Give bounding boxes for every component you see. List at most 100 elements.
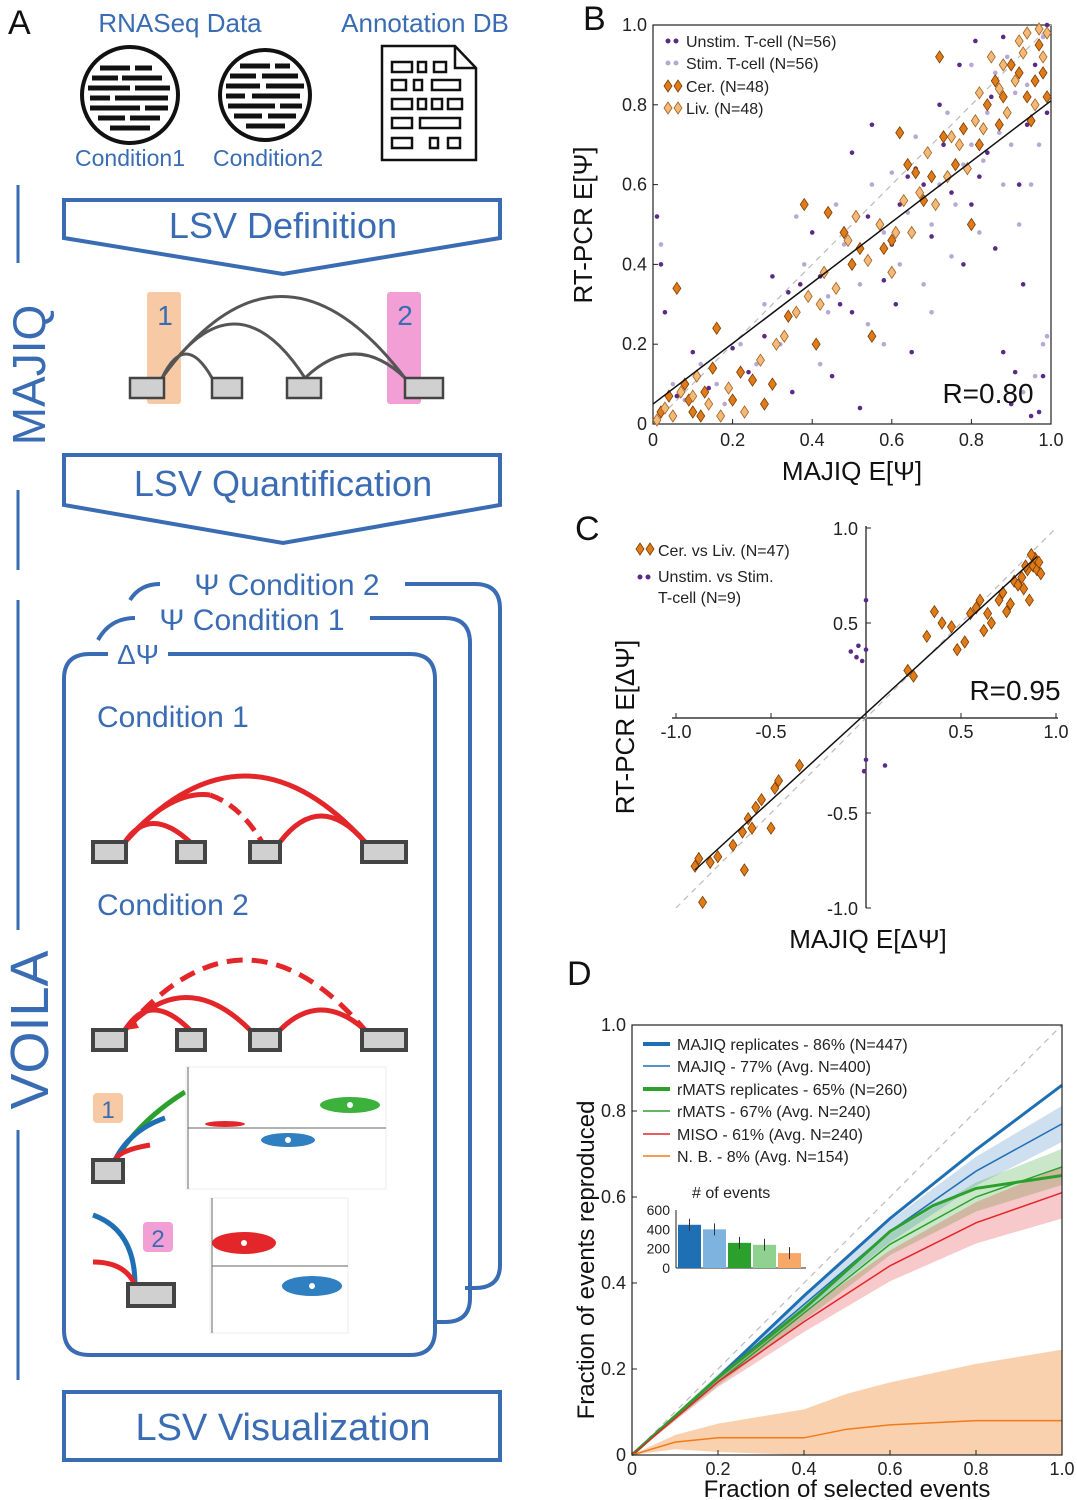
condition1-splice-graph <box>91 773 408 864</box>
scatter-point <box>728 393 738 407</box>
scatter-point <box>856 643 861 649</box>
scatter-point <box>1036 566 1046 581</box>
legend-rmats-replicates: rMATS replicates - 65% (N=260) <box>677 1082 907 1099</box>
scatter-point <box>863 757 869 763</box>
legend-stim: Stim. T-cell (N=56) <box>686 56 819 73</box>
legend-majiq: MAJIQ - 77% (Avg. N=400) <box>677 1059 871 1076</box>
panel-c-points <box>690 547 1046 910</box>
scatter-point <box>658 242 664 247</box>
scatter-point <box>1020 389 1026 395</box>
scatter-point <box>998 90 1008 104</box>
scatter-point <box>919 193 929 208</box>
scatter-point <box>881 278 887 283</box>
scatter-point <box>921 182 926 187</box>
legend-miso: MISO - 61% (Avg. N=240) <box>677 1127 863 1144</box>
majiq-label: MAJIQ <box>3 305 55 446</box>
scatter-point <box>1019 582 1029 596</box>
inset-bar <box>703 1229 726 1268</box>
x-tick-label: 1.0 <box>1043 722 1068 742</box>
card-psi-condition1-title: Ψ Condition 1 <box>159 604 344 637</box>
panel-d: D 0 0.2 0.4 0.6 0.8 1.0 0 0.2 0.4 0.6 0.8 1.0 Fract… <box>567 955 1075 1500</box>
rnaseq-title: RNASeq Data <box>98 8 262 38</box>
scatter-point <box>994 593 1004 607</box>
scatter-point <box>847 257 857 272</box>
scatter-point <box>881 341 887 347</box>
scatter-point <box>795 758 804 773</box>
scatter-point <box>895 126 905 140</box>
scatter-point <box>688 405 698 419</box>
condition1-caption: Condition1 <box>75 145 185 171</box>
scatter-point <box>970 114 980 128</box>
scatter-point <box>957 62 962 68</box>
scatter-point <box>762 302 767 307</box>
y-tick-label: 0.8 <box>601 1101 626 1121</box>
scatter-point <box>947 620 956 634</box>
lsv-visualization-label: LSV Visualization <box>135 1407 430 1449</box>
inset-tick-label: 200 <box>647 1241 671 1257</box>
panel-d-label: D <box>567 955 592 993</box>
scatter-point <box>1044 110 1050 116</box>
x-tick-label: 1.0 <box>1049 1459 1074 1479</box>
scatter-point <box>929 222 934 227</box>
panel-d-identity-line <box>631 1024 1063 1456</box>
scatter-point <box>791 305 801 320</box>
legend-nb: N. B. - 8% (Avg. N=154) <box>677 1149 849 1166</box>
scatter-point <box>754 361 759 367</box>
scatter-point <box>974 86 984 100</box>
scatter-point <box>954 137 964 152</box>
scatter-point <box>1040 341 1046 347</box>
y-tick-label: 1.0 <box>833 519 858 539</box>
scatter-point <box>1044 333 1050 339</box>
scatter-point <box>696 409 706 423</box>
x-tick-label: 0.4 <box>800 430 825 450</box>
scatter-point <box>1030 98 1040 112</box>
scatter-point <box>811 337 821 351</box>
scatter-point <box>779 329 789 343</box>
scatter-point <box>1042 26 1052 40</box>
scatter-point <box>897 262 903 267</box>
scatter-point <box>881 230 887 235</box>
panel-c-label: C <box>575 510 600 548</box>
legend-liv: Liv. (N=48) <box>686 101 764 118</box>
lsv-quantification-label: LSV Quantification <box>134 463 432 504</box>
panel-b-points <box>652 22 1052 427</box>
scatter-point <box>897 202 903 207</box>
scatter-point <box>1008 142 1014 147</box>
scatter-point <box>771 337 781 351</box>
scatter-point <box>861 768 867 774</box>
x-tick-label: 0.6 <box>877 1459 902 1479</box>
series-line <box>630 1174 1063 1457</box>
scatter-point <box>825 294 831 299</box>
scatter-point <box>841 242 847 247</box>
panel-c-ylabel: RT-PCR E[ΔΨ] <box>610 640 640 814</box>
x-tick-label: 1.0 <box>1038 430 1063 450</box>
scatter-point <box>966 217 976 232</box>
panel-d-inset: # of events 600 400 200 0 <box>647 1180 807 1276</box>
violin-marker-1: 1 <box>101 1097 114 1124</box>
confidence-band <box>632 1148 1062 1455</box>
x-tick-label: 0.2 <box>705 1459 730 1479</box>
scatter-point <box>746 369 751 375</box>
scatter-point <box>1034 555 1044 569</box>
legend-swatch-unstim-vs-stim <box>637 574 643 580</box>
scatter-point <box>843 233 853 248</box>
scatter-point <box>1012 369 1018 375</box>
scatter-point <box>903 157 913 172</box>
scatter-point <box>747 821 757 835</box>
scatter-point <box>1042 90 1052 104</box>
y-tick-label: 1.0 <box>601 1015 626 1035</box>
panel-b-label: B <box>583 0 606 38</box>
panel-d-confidence-bands <box>632 1105 1062 1455</box>
scatter-point <box>743 811 753 826</box>
scatter-point <box>1024 82 1030 88</box>
scatter-point <box>660 401 670 415</box>
scatter-point <box>969 202 974 207</box>
scatter-point <box>947 129 956 144</box>
scatter-point <box>774 773 784 788</box>
scatter-point <box>1005 597 1015 611</box>
scatter-point <box>724 381 734 395</box>
panel-c-identity-line <box>675 527 1057 909</box>
scatter-point <box>929 309 934 315</box>
scatter-point <box>979 623 989 638</box>
scatter-point <box>887 233 897 248</box>
